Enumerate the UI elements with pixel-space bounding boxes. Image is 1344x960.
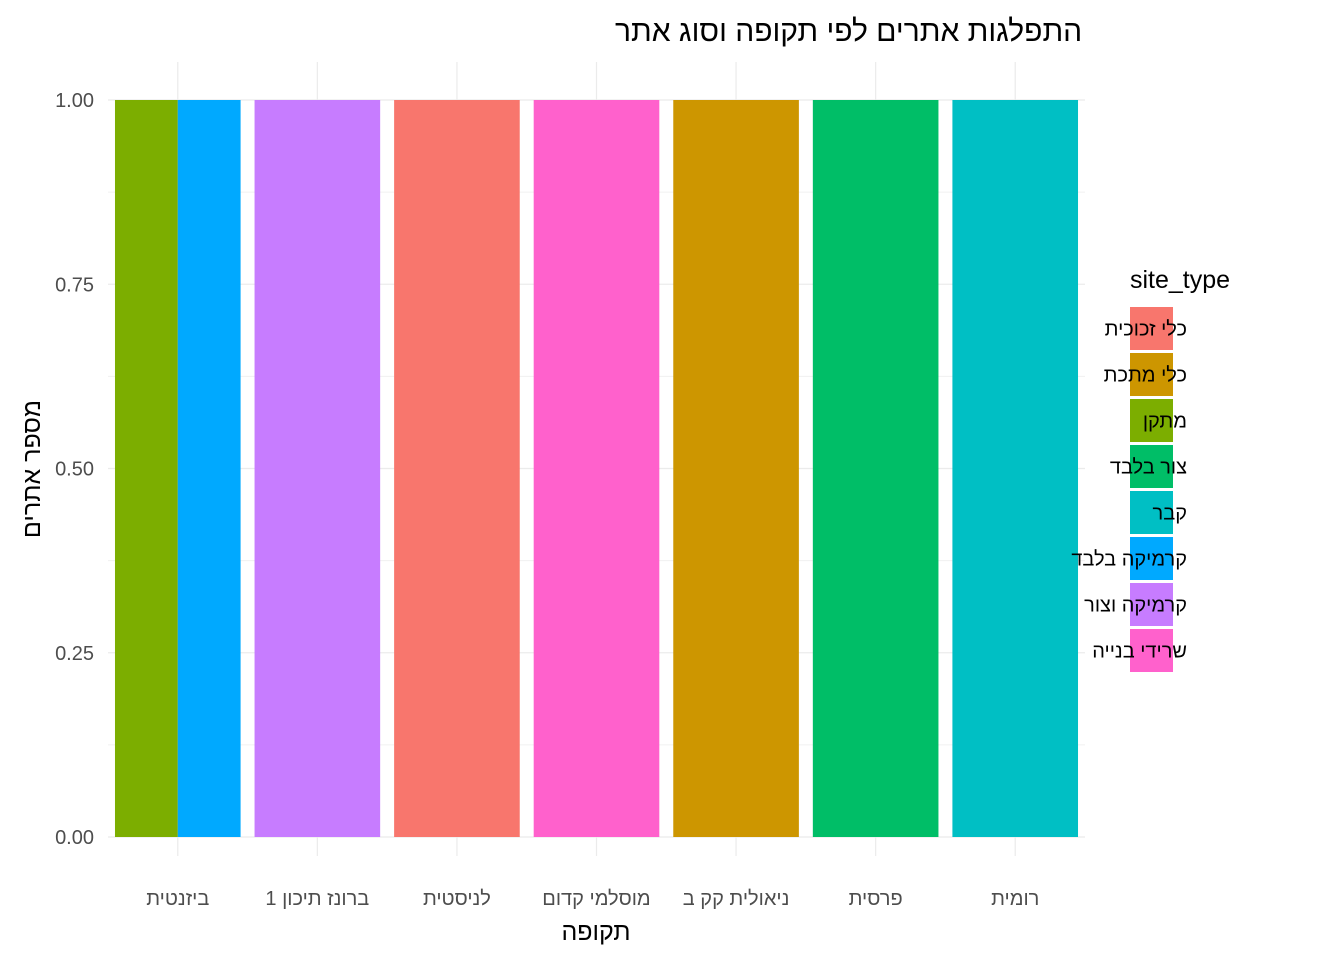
bar (533, 100, 660, 837)
bar (812, 100, 939, 837)
y-tick-label: 0.75 (55, 274, 94, 296)
legend-label: כלי מתכת (1104, 365, 1187, 387)
legend-title: site_type (1130, 266, 1230, 294)
bar (673, 100, 799, 837)
legend: site_type כלי זכוכית כלי מתכת מתקן צור בלבד… (1071, 266, 1230, 672)
y-tick-label: 1.00 (55, 90, 94, 112)
y-tick-label: 0.00 (55, 827, 94, 849)
chart-title: התפלגות אתרים לפי תקופה וסוג אתר (615, 15, 1082, 48)
x-tick-label: מוסלמי קדום (542, 888, 650, 910)
bar (114, 100, 178, 837)
bar (254, 100, 381, 837)
bar (177, 100, 241, 837)
x-tick-label: רומית (991, 888, 1039, 910)
legend-key (1130, 491, 1173, 534)
legend-key (1130, 399, 1173, 442)
bar (952, 100, 1079, 837)
legend-label: קרמיקה וצור (1084, 595, 1187, 617)
legend-label: מתקן (1143, 411, 1187, 433)
plot-area: 0.00 0.25 0.50 0.75 1.00 ביזנטית ברונז תיכון 1… (55, 62, 1085, 910)
bar (394, 100, 520, 837)
x-tick-label: לניסטית (423, 888, 491, 910)
legend-label: שרידי בנייה (1092, 641, 1187, 663)
y-tick-label: 0.50 (55, 459, 94, 481)
x-tick-label: ביזנטית (146, 888, 209, 910)
legend-key (1130, 583, 1173, 626)
legend-key (1130, 629, 1173, 672)
legend-label: צור בלבד (1110, 457, 1187, 479)
legend-key (1130, 445, 1173, 488)
x-tick-label: ברונז תיכון 1 (265, 888, 369, 910)
y-tick-label: 0.25 (55, 643, 94, 665)
y-axis-title: מספר אתרים (18, 400, 46, 538)
legend-label: כלי זכוכית (1105, 319, 1187, 341)
legend-key (1130, 307, 1173, 350)
x-tick-label: ניאולית קק ב (683, 888, 790, 910)
x-tick-label: פרסית (849, 888, 903, 910)
x-axis-title: תקופה (561, 918, 630, 946)
legend-label: קבר (1153, 503, 1187, 525)
legend-key (1130, 537, 1173, 580)
legend-key (1130, 353, 1173, 396)
legend-label: קרמיקה בלבד (1071, 549, 1187, 571)
